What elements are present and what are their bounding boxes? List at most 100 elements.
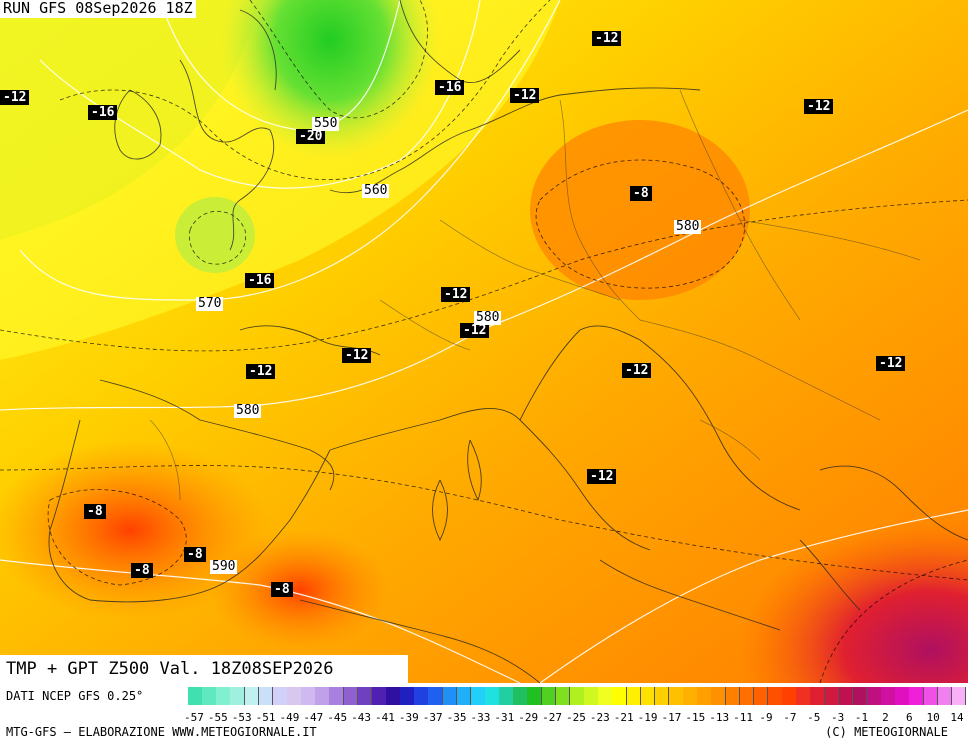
scale-swatch <box>895 687 910 705</box>
scale-tick-label: -13 <box>709 711 730 724</box>
scale-swatch <box>513 687 528 705</box>
scale-tick-label: -53 <box>231 711 252 724</box>
scale-swatch <box>810 687 826 705</box>
temperature-label: -16 <box>245 273 275 288</box>
scale-tick-label: -7 <box>783 711 797 724</box>
scale-tick-label: -37 <box>422 711 443 724</box>
scale-swatch <box>428 687 444 705</box>
scale-tick-label: -39 <box>398 711 419 724</box>
scale-swatch <box>442 687 458 705</box>
scale-swatch <box>343 687 359 705</box>
scale-tick-label: -29 <box>518 711 539 724</box>
warm-zone-central-europe <box>530 120 750 300</box>
scale-swatch <box>640 687 656 705</box>
scale-tick-label: -15 <box>685 711 706 724</box>
temperature-label: -20 <box>296 129 326 144</box>
cold-pocket-channel <box>175 197 255 273</box>
scale-tick-label: -35 <box>446 711 467 724</box>
credit-right: (C) METEOGIORNALE <box>825 725 948 739</box>
scale-swatch <box>951 687 967 705</box>
map-title: TMP + GPT Z500 Val. 18Z08SEP2026 <box>0 655 408 683</box>
scale-tick-label: -33 <box>470 711 491 724</box>
scale-swatch <box>626 687 642 705</box>
scale-tick-label: -23 <box>589 711 610 724</box>
scale-swatch <box>272 687 288 705</box>
scale-swatch <box>881 687 896 705</box>
scale-tick-label: -45 <box>327 711 348 724</box>
temperature-label: -12 <box>460 323 490 338</box>
scale-swatch <box>909 687 925 705</box>
temperature-label: -8 <box>271 582 293 597</box>
temperature-label: -16 <box>88 105 118 120</box>
scale-swatch <box>230 687 246 705</box>
temperature-label: -12 <box>587 469 617 484</box>
scale-swatch <box>527 687 543 705</box>
scale-tick-label: -49 <box>279 711 300 724</box>
temperature-label: -12 <box>0 90 30 105</box>
temperature-label: -16 <box>435 80 465 95</box>
scale-tick-label: -5 <box>807 711 821 724</box>
warm-zone-iberia <box>0 440 270 620</box>
scale-swatch <box>654 687 670 705</box>
scale-swatch <box>923 687 939 705</box>
scale-swatch <box>711 687 727 705</box>
scale-tick-label: -47 <box>303 711 324 724</box>
scale-swatch <box>725 687 741 705</box>
scale-swatch <box>739 687 755 705</box>
temperature-label: -12 <box>592 31 622 46</box>
weather-map: RUN GFS 08Sep2026 18Z -12 -16 -12 -16 -1… <box>0 0 968 683</box>
scale-tick-label: -55 <box>207 711 228 724</box>
temperature-label: -8 <box>131 563 153 578</box>
scale-swatch <box>584 687 599 705</box>
scale-swatch <box>541 687 557 705</box>
scale-swatch <box>767 687 783 705</box>
scale-swatch <box>485 687 500 705</box>
scale-tick-label: -3 <box>831 711 845 724</box>
scale-tick-label: -17 <box>661 711 682 724</box>
scale-tick-label: -25 <box>566 711 586 724</box>
scale-swatch <box>216 687 231 705</box>
scale-swatch <box>697 687 712 705</box>
temperature-label: -8 <box>184 547 206 562</box>
geopotential-label: 590 <box>210 559 238 574</box>
scale-tick-label: -51 <box>255 711 276 724</box>
scale-swatch <box>796 687 811 705</box>
geopotential-label: 580 <box>674 219 702 234</box>
temperature-label: -12 <box>804 99 834 114</box>
scale-swatch <box>569 687 585 705</box>
temperature-label: -12 <box>510 88 540 103</box>
temperature-label: -12 <box>876 356 906 371</box>
scale-tick-label: -31 <box>494 711 515 724</box>
temperature-label: -12 <box>441 287 471 302</box>
scale-swatch <box>598 687 613 705</box>
geopotential-label: 560 <box>362 183 390 198</box>
temperature-label: -12 <box>246 364 276 379</box>
scale-swatch <box>456 687 472 705</box>
scale-swatch <box>386 687 401 705</box>
scale-swatch <box>287 687 302 705</box>
yellow-green-zone <box>0 0 260 240</box>
scale-swatch <box>824 687 840 705</box>
scale-tick-label: -19 <box>637 711 658 724</box>
scale-tick-label: -43 <box>351 711 371 724</box>
scale-swatch <box>499 687 514 705</box>
scale-swatch <box>668 687 684 705</box>
warm-zone-algeria <box>210 530 390 650</box>
geopotential-label: 570 <box>196 296 224 311</box>
scale-tick-label: 10 <box>926 711 940 724</box>
scale-tick-label: -27 <box>542 711 562 724</box>
cold-core-north <box>220 0 440 160</box>
geopotential-label: 580 <box>234 403 262 418</box>
scale-swatch <box>937 687 953 705</box>
isotherms <box>0 0 968 683</box>
scale-swatch <box>753 687 769 705</box>
scale-tick-label: 6 <box>905 711 913 724</box>
scale-swatch <box>470 687 486 705</box>
footer: DATI NCEP GFS 0.25° -57 -55 -53 -51 -49 -47 -4… <box>0 683 968 745</box>
geopotential-label: 550 <box>312 116 340 131</box>
scale-swatch <box>301 687 316 705</box>
scale-swatch <box>188 687 203 705</box>
scale-swatch <box>555 687 571 705</box>
scale-swatch <box>329 687 345 705</box>
scale-tick-label: -21 <box>613 711 634 724</box>
